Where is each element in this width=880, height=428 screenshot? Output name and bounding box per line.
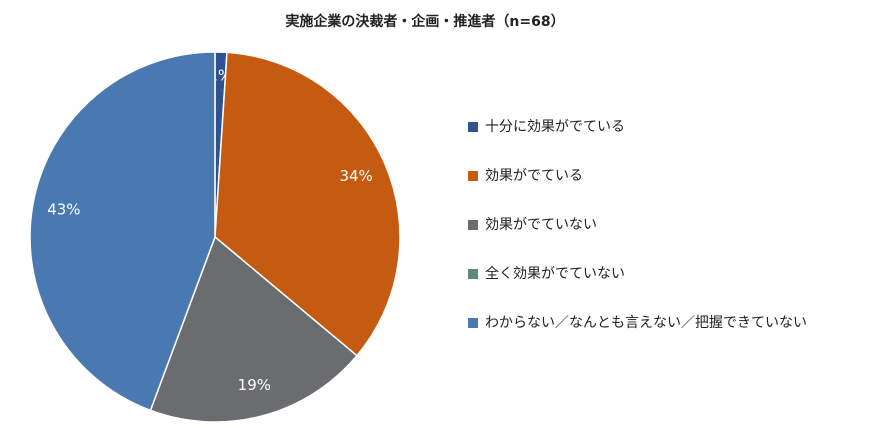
pie-slice [149, 235, 358, 423]
legend-label: 効果がでていない [485, 217, 597, 233]
legend-label: 十分に効果がでている [485, 119, 625, 135]
legend-swatch [468, 318, 478, 328]
pie-slice [29, 51, 216, 412]
value-label: 34% [339, 167, 372, 185]
pie-slice [214, 51, 401, 357]
legend-label: 効果がでている [485, 168, 583, 184]
legend-swatch [468, 220, 478, 230]
legend-swatch [468, 269, 478, 279]
legend-label: わからない／なんとも言えない／把握できていない [485, 315, 807, 331]
value-label: 43% [47, 200, 80, 218]
legend-swatch [468, 171, 478, 181]
value-label: 19% [238, 376, 271, 394]
legend-label: 全く効果がでていない [485, 265, 625, 282]
chart-title: 実施企業の決裁者・企画・推進者（n=68） [285, 13, 564, 30]
legend-swatch [468, 122, 478, 132]
